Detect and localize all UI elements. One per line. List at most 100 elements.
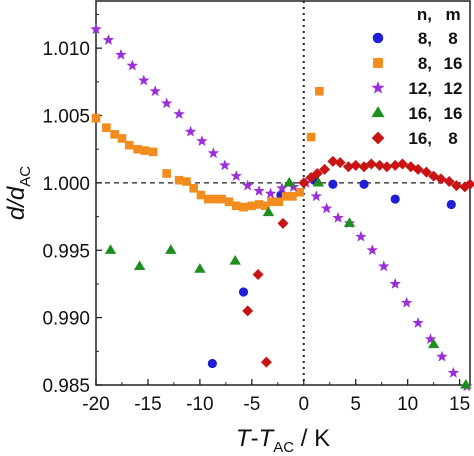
legend: n, m 8, 8 8, 16 12, 12 16, 16 16, 8 — [371, 5, 462, 148]
data-point-star — [173, 108, 185, 120]
data-point-triangle — [262, 206, 275, 217]
data-point-diamond — [443, 176, 455, 188]
data-point-star — [400, 296, 413, 308]
data-point-circle — [328, 179, 338, 189]
legend-label-n: 16, — [408, 104, 432, 123]
x-tick-label: -5 — [243, 394, 260, 415]
data-point-square — [117, 134, 127, 143]
data-point-diamond — [298, 177, 310, 189]
data-point-square — [102, 123, 111, 132]
data-point-diamond — [252, 269, 264, 281]
data-point-square — [217, 194, 227, 204]
data-point-square — [224, 197, 234, 207]
x-tick-label: -20 — [82, 394, 109, 415]
x-axis-label: T-TAC / K — [236, 425, 330, 456]
data-point-diamond — [350, 159, 362, 171]
data-point-triangle — [133, 260, 146, 271]
data-point-diamond — [396, 158, 408, 170]
data-point-diamond — [334, 157, 346, 169]
legend-marker-square — [373, 58, 383, 68]
legend-label-m: 8 — [448, 29, 457, 48]
legend-label-n: 8, — [418, 54, 432, 73]
data-point-square — [140, 146, 150, 155]
data-point-diamond — [389, 159, 401, 171]
data-point-circle — [359, 179, 369, 189]
data-point-star — [276, 182, 288, 194]
data-point-diamond — [327, 155, 339, 167]
data-point-circle — [446, 199, 456, 210]
data-point-diamond — [319, 163, 331, 175]
data-point-diamond — [374, 159, 386, 171]
data-point-star — [436, 350, 448, 362]
data-point-square — [288, 192, 297, 201]
data-point-star — [310, 190, 322, 202]
data-point-square — [182, 177, 191, 186]
data-point-diamond — [450, 180, 462, 192]
data-point-triangle — [104, 244, 117, 254]
data-point-star — [424, 333, 437, 345]
data-point-star — [447, 366, 460, 378]
series-4 — [104, 176, 472, 389]
data-point-circle — [238, 287, 249, 297]
data-point-square — [247, 201, 257, 211]
x-tick-label: -10 — [186, 394, 213, 415]
data-point-square — [295, 188, 304, 197]
data-point-diamond — [242, 305, 254, 317]
data-point-star — [126, 59, 139, 71]
data-point-star — [149, 85, 161, 97]
data-point-star — [219, 159, 231, 171]
data-point-square — [211, 194, 220, 204]
y-axis-ticks: 0.985 0.990 0.995 1.000 1.005 1.010 — [42, 13, 102, 397]
data-point-diamond — [260, 356, 272, 368]
data-point-square — [148, 147, 158, 157]
data-point-star — [184, 125, 197, 137]
data-point-star — [102, 34, 115, 45]
legend-marker-diamond — [371, 131, 385, 145]
y-tick-label: 0.985 — [42, 376, 90, 397]
data-point-diamond — [464, 178, 474, 190]
data-point-star — [332, 211, 344, 223]
data-point-star — [389, 277, 401, 289]
data-point-square — [281, 192, 291, 201]
legend-marker-circle — [372, 32, 384, 44]
data-point-triangle — [343, 217, 356, 227]
data-point-diamond — [412, 163, 424, 175]
data-point-triangle — [283, 176, 295, 187]
data-point-triangle — [194, 263, 206, 273]
data-point-square — [174, 175, 184, 185]
data-point-star — [412, 317, 424, 328]
data-point-circle — [390, 194, 400, 204]
x-tick-label: 15 — [449, 394, 470, 415]
data-point-triangle — [165, 244, 177, 254]
legend-marker-triangle — [371, 106, 385, 118]
data-point-diamond — [435, 173, 447, 185]
data-point-square — [133, 144, 142, 154]
data-point-square — [110, 130, 119, 139]
data-point-star — [160, 97, 173, 109]
data-point-star — [253, 184, 265, 196]
x-axis-ticks: -20 -15 -10 -5 0 5 10 15 — [82, 379, 470, 415]
x-tick-label: 5 — [350, 394, 361, 415]
y-axis-label: d/dAC — [3, 166, 34, 220]
x-tick-label: -15 — [134, 394, 161, 415]
data-point-square — [91, 113, 101, 123]
legend-label-m: 16 — [444, 104, 463, 123]
data-point-triangle — [229, 255, 241, 265]
data-point-star — [320, 202, 333, 214]
series-1 — [207, 175, 456, 369]
y-tick-label: 1.005 — [42, 107, 90, 128]
x-tick-label: 0 — [298, 394, 309, 415]
data-points — [90, 23, 474, 392]
legend-label-n: 8, — [418, 29, 432, 48]
data-point-diamond — [342, 161, 354, 173]
data-point-star — [196, 135, 208, 146]
data-point-square — [306, 132, 316, 142]
data-point-square — [124, 140, 134, 150]
legend-header-m: m — [445, 5, 460, 24]
data-point-star — [115, 48, 127, 60]
data-point-square — [315, 86, 324, 96]
data-point-square — [196, 190, 206, 200]
data-point-triangle — [460, 379, 472, 389]
data-point-star — [241, 179, 254, 191]
